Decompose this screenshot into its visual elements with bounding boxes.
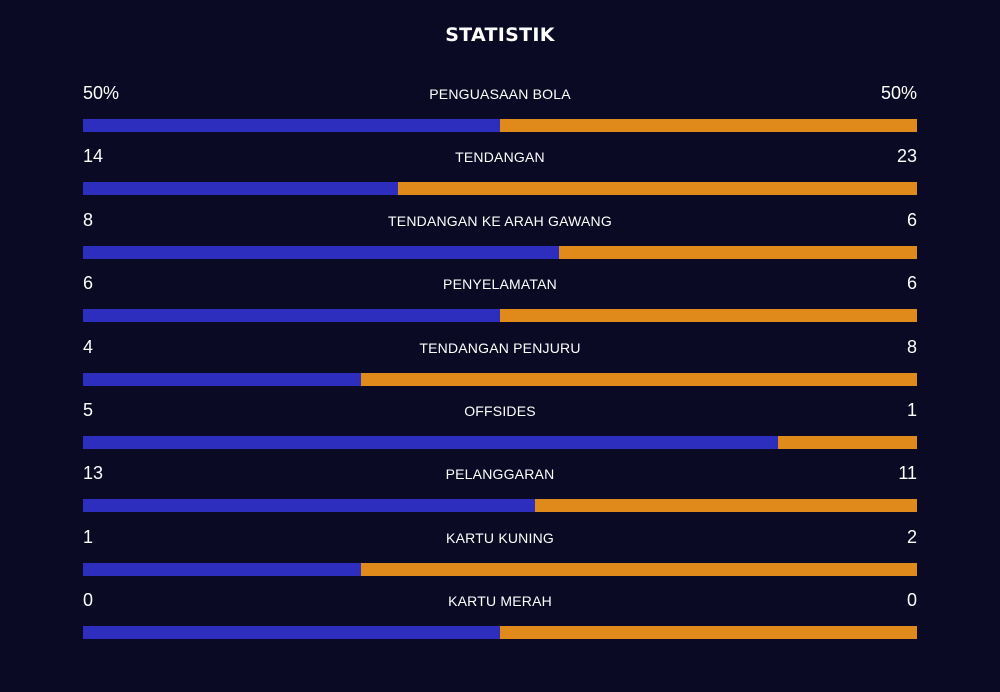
stat-row-shots: 14 TENDANGAN 23 — [83, 145, 917, 208]
stats-title: STATISTIK — [445, 24, 555, 46]
away-value: 50% — [880, 83, 917, 103]
stat-bar — [83, 309, 917, 323]
home-value: 14 — [83, 146, 104, 167]
stat-label: TENDANGAN PENJURU — [419, 339, 581, 356]
away-value: 6 — [906, 209, 917, 230]
stat-row-yellow-cards: 1 KARTU KUNING 2 — [83, 526, 917, 589]
away-value: 6 — [906, 273, 917, 294]
away-value: 11 — [898, 463, 917, 484]
away-value: 1 — [906, 399, 917, 420]
stat-bar — [83, 119, 917, 132]
away-bar — [535, 499, 917, 513]
stat-row-fouls: 13 PELANGGARAN 11 — [83, 462, 917, 525]
away-bar — [778, 435, 917, 449]
away-bar — [559, 245, 917, 259]
away-bar — [398, 182, 917, 196]
stat-label: KARTU KUNING — [446, 529, 554, 546]
stat-bar — [83, 626, 917, 640]
stat-bar — [83, 372, 917, 386]
away-value: 8 — [906, 336, 917, 357]
stat-label: KARTU MERAH — [448, 593, 552, 610]
away-bar — [361, 372, 917, 386]
home-bar — [83, 182, 398, 196]
home-bar — [83, 626, 500, 640]
home-value: 6 — [83, 273, 94, 294]
home-value: 0 — [83, 590, 94, 611]
away-bar — [500, 626, 917, 640]
stat-row-saves: 6 PENYELAMATAN 6 — [83, 272, 917, 335]
stats-list: 50% PENGUASAAN BOLA 50% 14 TENDANGAN 23 … — [83, 82, 917, 653]
stat-bar — [83, 499, 917, 513]
away-bar — [500, 309, 917, 323]
home-bar — [83, 309, 500, 323]
home-bar — [83, 562, 361, 576]
home-value: 50% — [83, 83, 120, 103]
stat-bar — [83, 245, 917, 259]
home-bar — [83, 119, 500, 132]
stat-bar — [83, 562, 917, 576]
away-value: 0 — [906, 590, 917, 611]
stat-label: PENYELAMATAN — [443, 276, 557, 293]
home-bar — [83, 245, 559, 259]
stat-row-offsides: 5 OFFSIDES 1 — [83, 399, 917, 462]
stat-label: PENGUASAAN BOLA — [429, 86, 571, 102]
home-bar — [83, 372, 361, 386]
away-bar — [500, 119, 917, 132]
away-bar — [361, 562, 917, 576]
away-value: 2 — [906, 526, 917, 547]
home-value: 8 — [83, 209, 94, 230]
stat-bar — [83, 182, 917, 196]
stat-row-possession: 50% PENGUASAAN BOLA 50% — [83, 82, 917, 145]
home-value: 13 — [83, 463, 104, 484]
home-bar — [83, 435, 778, 449]
home-value: 1 — [83, 526, 94, 547]
stat-row-shots-on-target: 8 TENDANGAN KE ARAH GAWANG 6 — [83, 209, 917, 272]
stat-label: PELANGGARAN — [445, 466, 555, 483]
stat-bar — [83, 435, 917, 449]
away-value: 23 — [896, 146, 917, 167]
stat-label: TENDANGAN KE ARAH GAWANG — [388, 212, 612, 229]
home-value: 5 — [83, 399, 94, 420]
home-bar — [83, 499, 535, 513]
stat-label: OFFSIDES — [464, 402, 536, 419]
stat-label: TENDANGAN — [455, 149, 545, 166]
stat-row-red-cards: 0 KARTU MERAH 0 — [83, 589, 917, 652]
stat-row-corners: 4 TENDANGAN PENJURU 8 — [83, 336, 917, 399]
home-value: 4 — [83, 336, 94, 357]
